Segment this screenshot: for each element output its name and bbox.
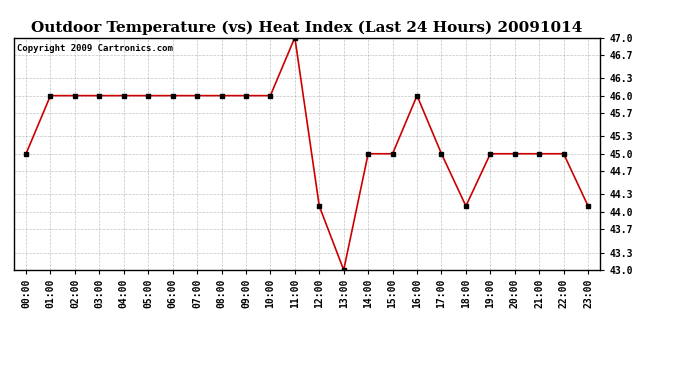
Text: Copyright 2009 Cartronics.com: Copyright 2009 Cartronics.com	[17, 45, 172, 54]
Title: Outdoor Temperature (vs) Heat Index (Last 24 Hours) 20091014: Outdoor Temperature (vs) Heat Index (Las…	[31, 21, 583, 35]
